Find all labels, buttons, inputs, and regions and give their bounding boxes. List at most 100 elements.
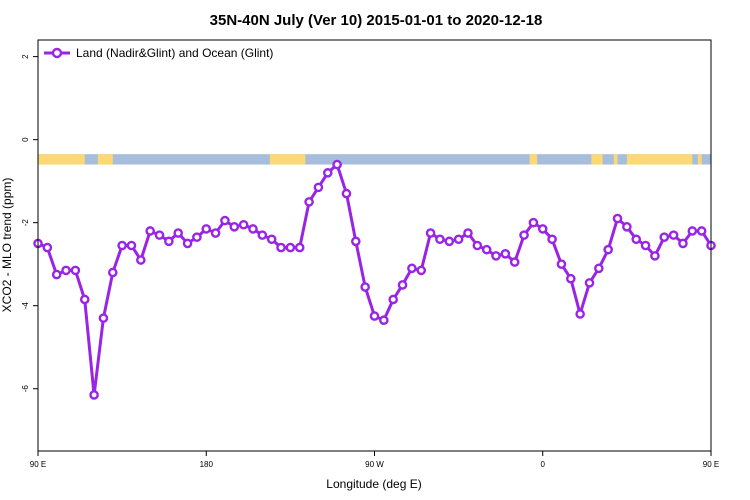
y-tick-label: -4 (21, 302, 30, 310)
data-point (276, 242, 286, 253)
land-strip-segment (38, 154, 85, 165)
y-tick-label: -2 (21, 219, 30, 227)
y-tick-label: 2 (21, 54, 30, 59)
data-point (547, 234, 557, 245)
x-tick-label: 90 E (703, 460, 719, 469)
data-point (678, 238, 688, 249)
land-strip-segment (613, 154, 618, 165)
data-point (294, 242, 305, 253)
data-point (509, 257, 520, 267)
data-point (79, 294, 90, 305)
data-point (622, 222, 632, 232)
data-point (126, 240, 137, 251)
data-point (407, 263, 417, 274)
data-point (229, 222, 240, 232)
y-axis-label: XCO2 - MLO trend (ppm) (0, 178, 14, 313)
data-point (182, 238, 193, 249)
data-point (650, 251, 660, 261)
data-point (612, 213, 623, 224)
data-point (201, 224, 212, 234)
data-point (257, 230, 268, 240)
data-point (173, 228, 184, 238)
data-point (603, 244, 613, 255)
data-point (500, 249, 511, 259)
legend-label: Land (Nadir&Glint) and Ocean (Glint) (76, 46, 273, 60)
x-tick-label: 180 (200, 460, 214, 469)
data-point (238, 219, 249, 230)
x-axis: 90 E 180 90 W 0 90 E (30, 451, 719, 469)
data-point (463, 228, 473, 238)
data-point (425, 228, 436, 238)
data-point (668, 230, 679, 240)
data-point (565, 273, 576, 284)
series-line (37, 163, 713, 397)
data-point (322, 168, 333, 178)
data-point (416, 265, 427, 276)
land-strip-segment (97, 154, 113, 165)
data-point (360, 282, 370, 292)
data-point (220, 215, 230, 226)
y-axis: -6 -4 -2 0 2 (21, 54, 38, 392)
data-point (584, 278, 595, 288)
data-point (687, 226, 698, 236)
data-point (379, 315, 389, 326)
x-tick-label: 90 E (30, 460, 46, 469)
land-strip-segment (697, 154, 702, 165)
data-point (556, 259, 567, 269)
land-strip-segment (529, 154, 538, 165)
data-point (332, 159, 342, 170)
x-axis-label: Longitude (deg E) (326, 477, 421, 491)
data-point (210, 228, 221, 238)
data-point (351, 236, 361, 247)
y-tick-label: 0 (21, 137, 30, 142)
data-point (285, 242, 296, 253)
plot-area (33, 154, 716, 400)
data-point (313, 182, 324, 193)
x-tick-label: 0 (541, 460, 546, 469)
data-point (145, 226, 155, 236)
data-point (696, 226, 707, 236)
data-point (594, 263, 604, 274)
data-point (453, 234, 464, 245)
data-point (192, 232, 202, 242)
data-point (537, 224, 548, 234)
data-point (631, 234, 642, 245)
data-point (136, 255, 146, 265)
data-point (640, 240, 651, 251)
y-tick-label: -6 (21, 385, 30, 393)
data-point (481, 244, 492, 255)
data-point (164, 236, 174, 247)
data-point (70, 265, 81, 276)
data-point (42, 242, 53, 253)
chart-title: 35N-40N July (Ver 10) 2015-01-01 to 2020… (210, 12, 543, 29)
data-point (98, 313, 109, 323)
data-point (154, 230, 165, 240)
data-point (369, 311, 380, 321)
legend-marker (51, 47, 63, 59)
data-point (51, 269, 62, 280)
data-point (528, 217, 539, 228)
data-point (397, 280, 408, 290)
x-tick-label: 90 W (365, 460, 384, 469)
data-point (472, 240, 483, 251)
land-strip-segment (269, 154, 306, 165)
data-point (248, 224, 258, 234)
data-point (61, 265, 71, 276)
data-point (117, 240, 127, 251)
data-point (444, 236, 455, 247)
land-strip-segment (591, 154, 603, 165)
ocean-strip (38, 154, 711, 165)
data-point (107, 267, 118, 278)
data-point (341, 188, 352, 199)
data-point (388, 294, 398, 305)
data-point (491, 251, 501, 261)
data-point (435, 234, 445, 245)
data-point (89, 390, 99, 400)
data-point (304, 197, 314, 207)
data-point (575, 309, 585, 319)
land-strip-segment (626, 154, 693, 165)
data-point (659, 232, 670, 242)
legend: Land (Nadir&Glint) and Ocean (Glint) (44, 46, 273, 60)
data-point (519, 230, 529, 240)
